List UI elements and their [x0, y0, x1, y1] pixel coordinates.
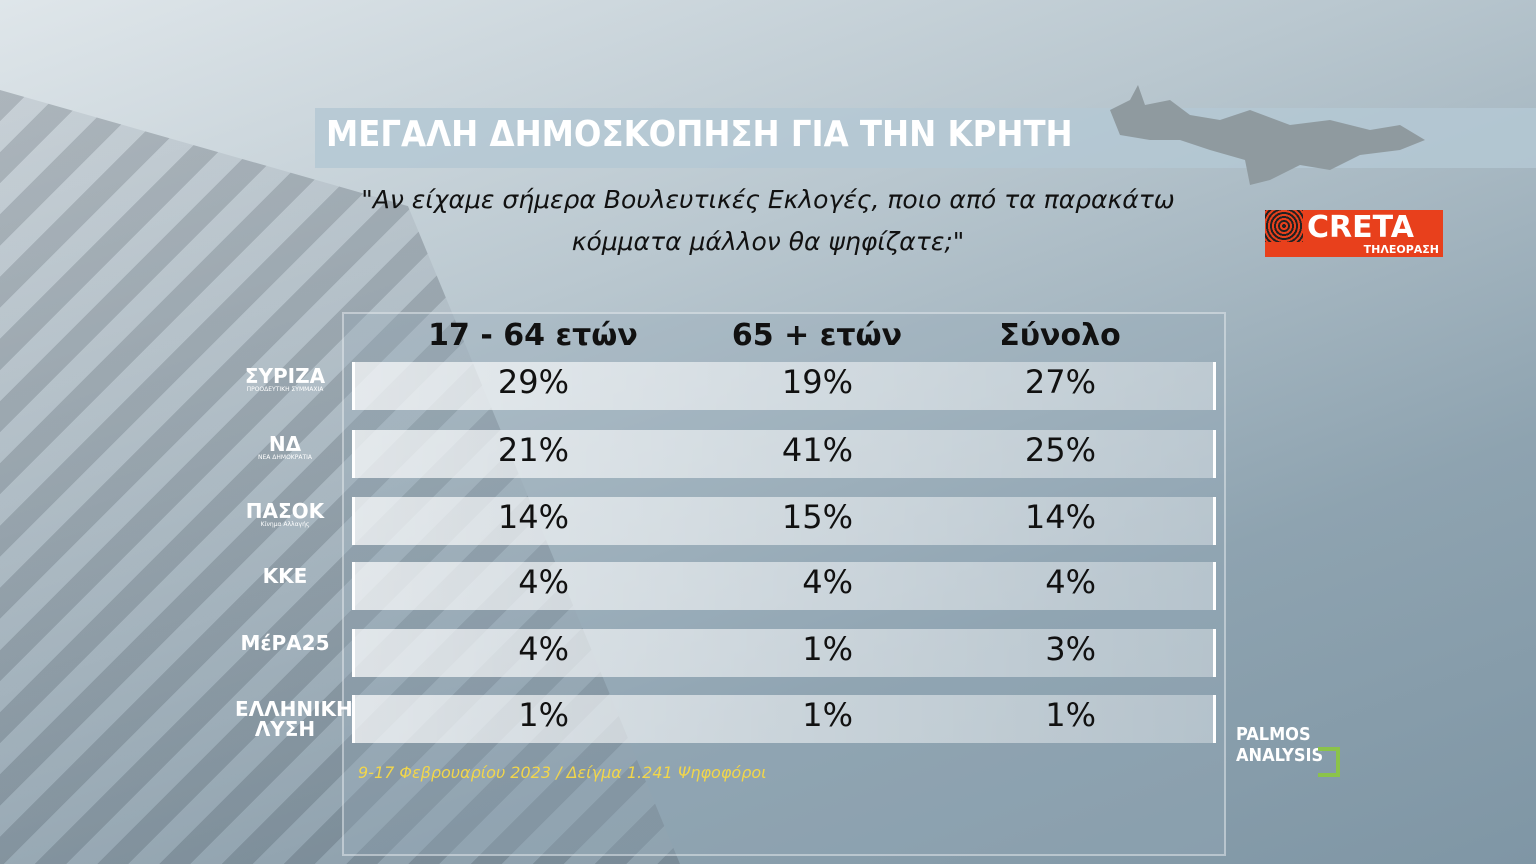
- question-line: κόμματα μάλλον θα ψηφίζατε;": [571, 227, 965, 256]
- title: ΜΕΓΑΛΗ ΔΗΜΟΣΚΟΠΗΣΗ ΓΙΑ ΤΗΝ ΚΡΗΤΗ: [326, 114, 1073, 155]
- row-bar: [352, 430, 1216, 478]
- logo-dots: [1265, 210, 1303, 242]
- party-logo: ΚΚΕ: [235, 566, 335, 586]
- party-name: ΝΔ: [268, 432, 302, 456]
- party-sub: ΝΕΑ ΔΗΜΟΚΡΑΤΙΑ: [257, 454, 312, 461]
- column-header: 65 + ετών: [731, 318, 903, 353]
- row-bar: [352, 562, 1216, 610]
- watermark: PALMOS: [1236, 724, 1311, 745]
- party-name: ΜέΡΑ25: [240, 631, 330, 655]
- cell-value: 19%: [781, 363, 853, 401]
- channel-name: CRETA: [1307, 210, 1414, 245]
- watermark-icon: [1318, 747, 1340, 777]
- watermark: ANALYSIS: [1236, 745, 1324, 766]
- cell-value: 21%: [497, 431, 569, 469]
- cell-value: 25%: [1024, 431, 1096, 469]
- cell-value: 14%: [497, 498, 569, 536]
- party-name: ΠΑΣΟΚ: [245, 499, 325, 523]
- question-line: "Αν είχαμε σήμερα Βουλευτικές Εκλογές, π…: [361, 185, 1175, 214]
- row-bar: [352, 362, 1216, 410]
- cell-value: 29%: [497, 363, 569, 401]
- cell-value: 14%: [1024, 498, 1096, 536]
- channel-logo: CRETA ΤΗΛΕΟΡΑΣΗ: [1265, 210, 1443, 257]
- row-bar: [352, 497, 1216, 545]
- cell-value: 4%: [518, 630, 569, 668]
- party-logo: ΠΑΣΟΚ Κίνημα Αλλαγής: [235, 501, 335, 528]
- party-logo: ΣΥΡΙΖΑ ΠΡΟΟΔΕΥΤΙΚΗ ΣΥΜΜΑΧΙΑ: [235, 366, 335, 393]
- party-sub: ΠΡΟΟΔΕΥΤΙΚΗ ΣΥΜΜΑΧΙΑ: [246, 386, 324, 393]
- cell-value: 4%: [518, 563, 569, 601]
- footnote: 9-17 Φεβρουαρίου 2023 / Δείγμα 1.241 Ψηφ…: [358, 763, 767, 782]
- party-logo: ΜέΡΑ25: [235, 633, 335, 653]
- party-name: ΕΛΛΗΝΙΚΗ ΛΥΣΗ: [235, 697, 353, 741]
- column-header: Σύνολο: [999, 318, 1121, 353]
- cell-value: 15%: [781, 498, 853, 536]
- cell-value: 1%: [518, 696, 569, 734]
- cell-value: 1%: [802, 696, 853, 734]
- cell-value: 1%: [1045, 696, 1096, 734]
- cell-value: 3%: [1045, 630, 1096, 668]
- cell-value: 27%: [1024, 363, 1096, 401]
- party-sub: Κίνημα Αλλαγής: [260, 521, 310, 528]
- party-name: ΣΥΡΙΖΑ: [244, 364, 326, 388]
- cell-value: 4%: [1045, 563, 1096, 601]
- party-logo: ΝΔ ΝΕΑ ΔΗΜΟΚΡΑΤΙΑ: [235, 434, 335, 461]
- party-name: ΚΚΕ: [262, 564, 308, 588]
- row-bar: [352, 695, 1216, 743]
- column-header: 17 - 64 ετών: [428, 318, 638, 353]
- cell-value: 4%: [802, 563, 853, 601]
- channel-sub: ΤΗΛΕΟΡΑΣΗ: [1363, 243, 1439, 256]
- crete-map: [1110, 85, 1425, 185]
- row-bar: [352, 629, 1216, 677]
- party-logo: ΕΛΛΗΝΙΚΗ ΛΥΣΗ: [235, 697, 353, 741]
- cell-value: 1%: [802, 630, 853, 668]
- cell-value: 41%: [781, 431, 853, 469]
